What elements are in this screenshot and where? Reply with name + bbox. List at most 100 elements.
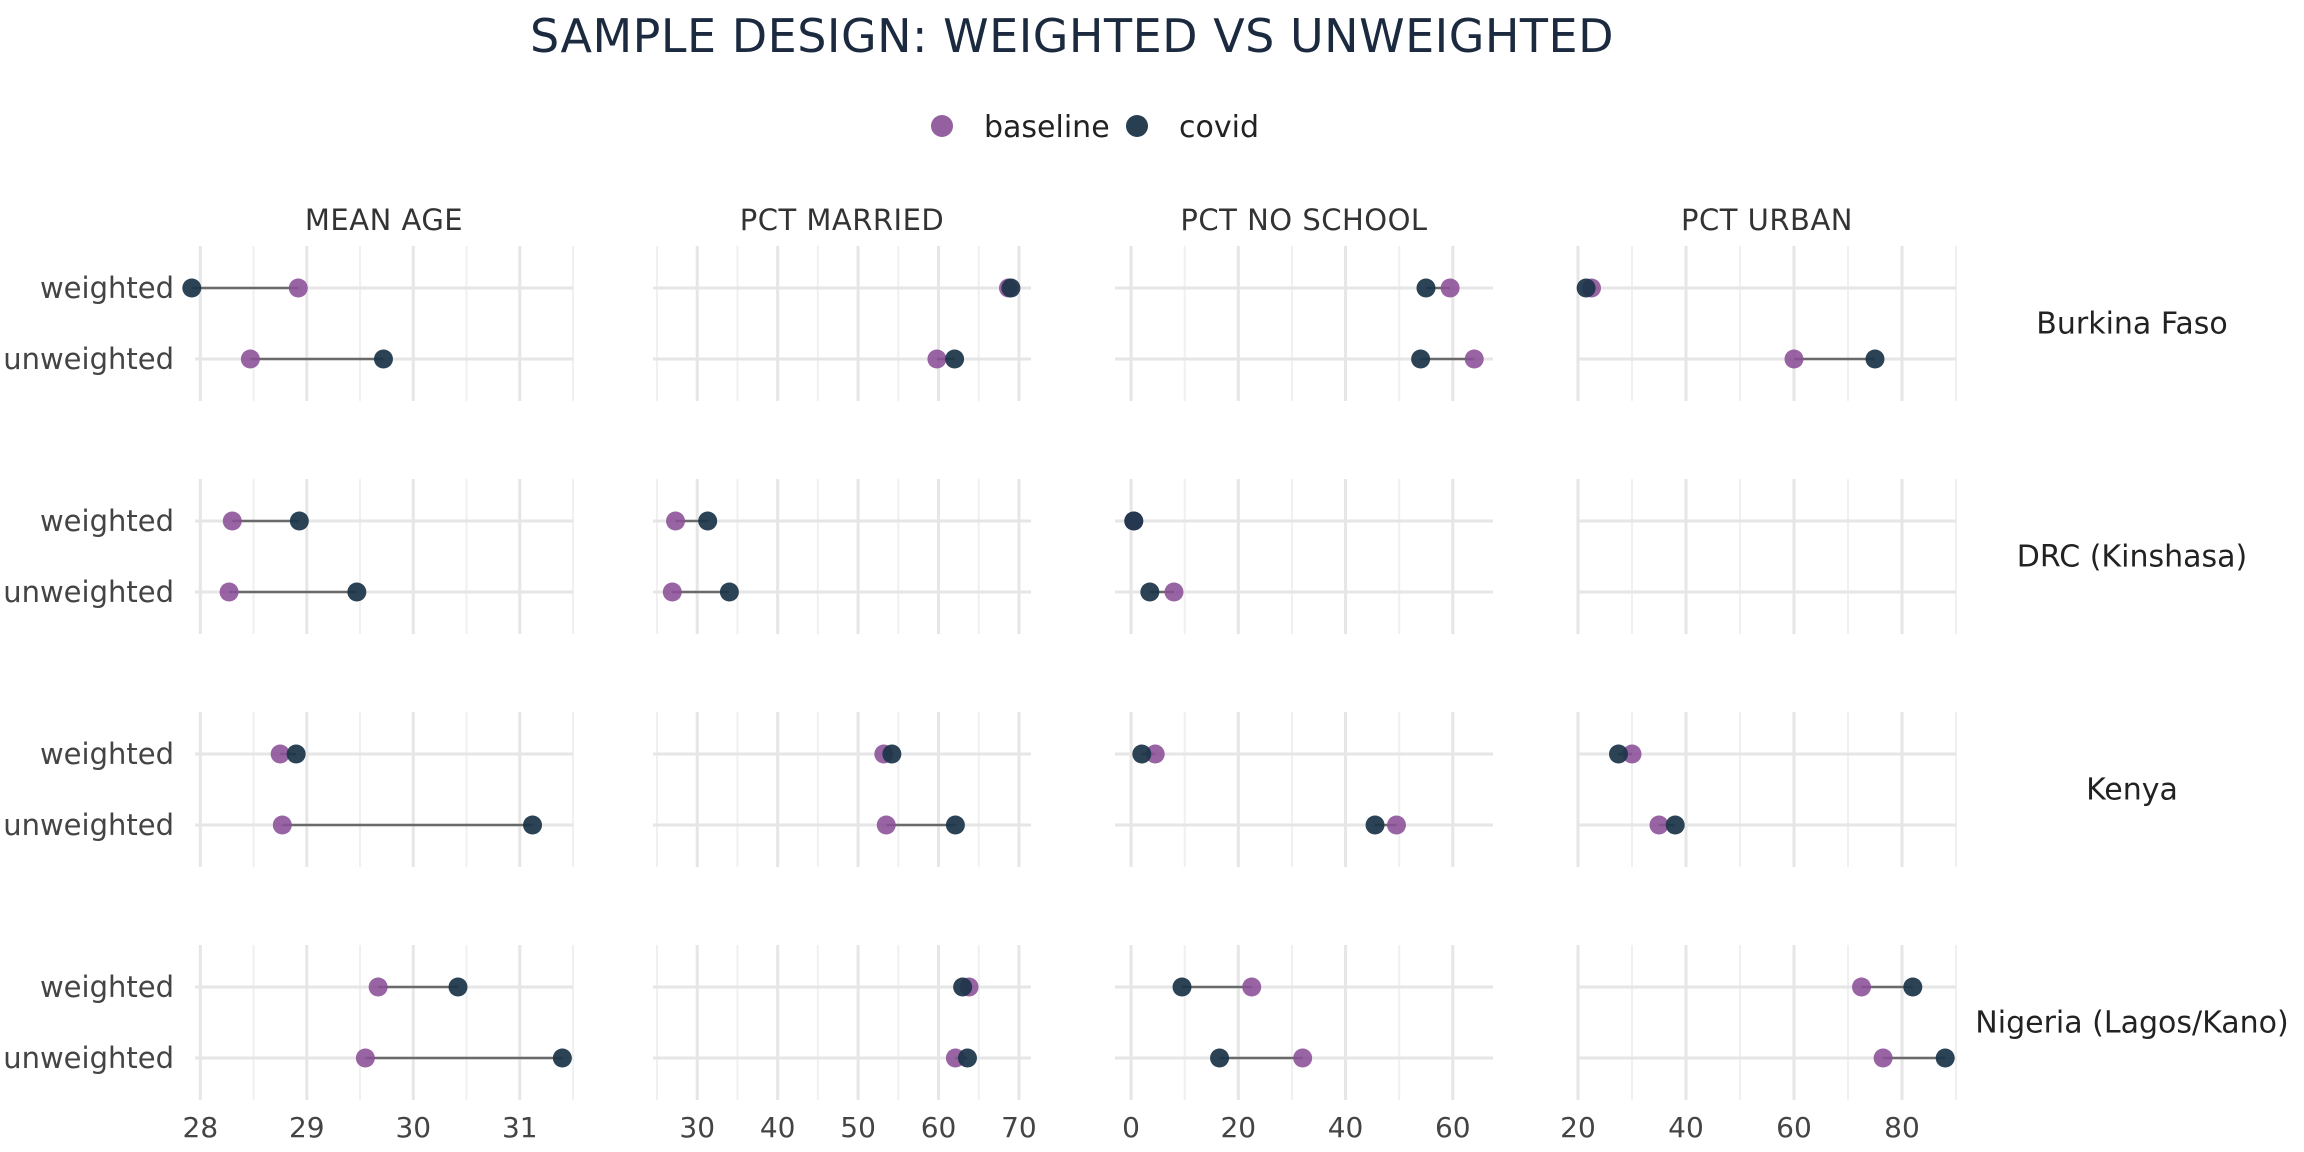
x-tick-label: 60 [1435,1111,1471,1144]
chart-title: SAMPLE DESIGN: WEIGHTED VS UNWEIGHTED [530,9,1614,63]
x-tick-label: 80 [1884,1111,1920,1144]
row-strip: DRC (Kinshasa) [2017,540,2247,575]
x-tick-label: 60 [921,1111,957,1144]
panel [1576,712,1957,867]
point-covid [945,815,965,835]
panel [1115,712,1493,867]
x-axis-tick-labels: 28 29 30 31 30 40 50 60 70 0 20 40 60 20 40 60 80 [183,1111,1920,1144]
point-covid [882,744,902,764]
column-strip: MEAN AGE [305,203,463,237]
point-baseline [272,815,292,835]
point-baseline [240,349,260,369]
panel [1115,479,1493,634]
legend-marker-covid [1126,115,1148,137]
y-label-weighted: weighted [40,970,174,1004]
point-baseline [288,278,308,298]
point-baseline [368,977,388,997]
x-tick-label: 40 [1328,1111,1364,1144]
point-baseline [662,582,682,602]
point-covid [1132,744,1152,764]
point-baseline [1386,815,1406,835]
panel [653,479,1031,634]
legend: baseline covid [931,110,1259,145]
facet-strips: MEAN AGE PCT MARRIED PCT NO SCHOOL PCT URBA… [305,203,2289,1041]
point-covid [1140,582,1160,602]
point-covid [1365,815,1385,835]
y-label-weighted: weighted [40,504,174,538]
legend-label-baseline: baseline [984,110,1110,145]
point-covid [1665,815,1685,835]
x-tick-label: 28 [183,1111,219,1144]
column-strip: PCT URBAN [1681,203,1853,237]
point-baseline [1784,349,1804,369]
panel [1576,479,1957,634]
point-baseline [219,582,239,602]
x-tick-label: 60 [1776,1111,1812,1144]
x-tick-label: 30 [395,1111,431,1144]
panel [195,712,574,867]
y-label-weighted: weighted [40,737,174,771]
x-tick-label: 20 [1560,1111,1596,1144]
panel [653,246,1031,401]
panel [195,479,574,634]
x-tick-label: 30 [679,1111,715,1144]
panel [1576,246,1957,401]
point-covid [448,977,468,997]
point-covid [373,349,393,369]
point-baseline [1464,349,1484,369]
y-label-unweighted: unweighted [3,575,174,609]
legend-label-covid: covid [1179,110,1259,145]
x-tick-label: 20 [1220,1111,1256,1144]
x-tick-label: 50 [840,1111,876,1144]
x-tick-label: 0 [1122,1111,1140,1144]
point-baseline [222,511,242,531]
point-covid [182,278,202,298]
point-baseline [1622,744,1642,764]
point-covid [953,977,973,997]
point-baseline [355,1048,375,1068]
facet-panels [182,246,1957,1100]
point-baseline [1145,744,1165,764]
point-covid [1210,1048,1230,1068]
point-baseline [666,511,686,531]
point-covid [1865,349,1885,369]
x-tick-label: 40 [760,1111,796,1144]
point-covid [1416,278,1436,298]
y-axis-labels: weighted unweighted weighted unweighted weig… [3,271,174,1075]
point-covid [1935,1048,1955,1068]
point-baseline [1242,977,1262,997]
y-label-unweighted: unweighted [3,808,174,842]
row-strip: Nigeria (Lagos/Kano) [1975,1006,2288,1041]
point-covid [1124,511,1144,531]
point-covid [698,511,718,531]
point-covid [1001,278,1021,298]
y-label-weighted: weighted [40,271,174,305]
panel [182,246,574,401]
panel [1576,945,1957,1100]
point-covid [1609,744,1628,764]
point-covid [1903,977,1923,997]
legend-marker-baseline [931,115,953,137]
panel [1115,945,1493,1100]
point-covid [1172,977,1192,997]
panel [653,712,1031,867]
row-strip: Kenya [2086,773,2178,808]
point-baseline [927,349,947,369]
point-covid [286,744,306,764]
point-covid [347,582,367,602]
x-tick-label: 31 [502,1111,538,1144]
row-strip: Burkina Faso [2036,307,2227,342]
point-covid [1411,349,1431,369]
point-covid [945,349,965,369]
x-tick-label: 29 [289,1111,325,1144]
point-covid [719,582,739,602]
point-covid [957,1048,977,1068]
panel [1115,246,1493,401]
point-covid [552,1048,572,1068]
y-label-unweighted: unweighted [3,1041,174,1075]
x-tick-label: 40 [1668,1111,1704,1144]
point-baseline [1440,278,1460,298]
point-baseline [1873,1048,1893,1068]
point-baseline [1852,977,1871,997]
